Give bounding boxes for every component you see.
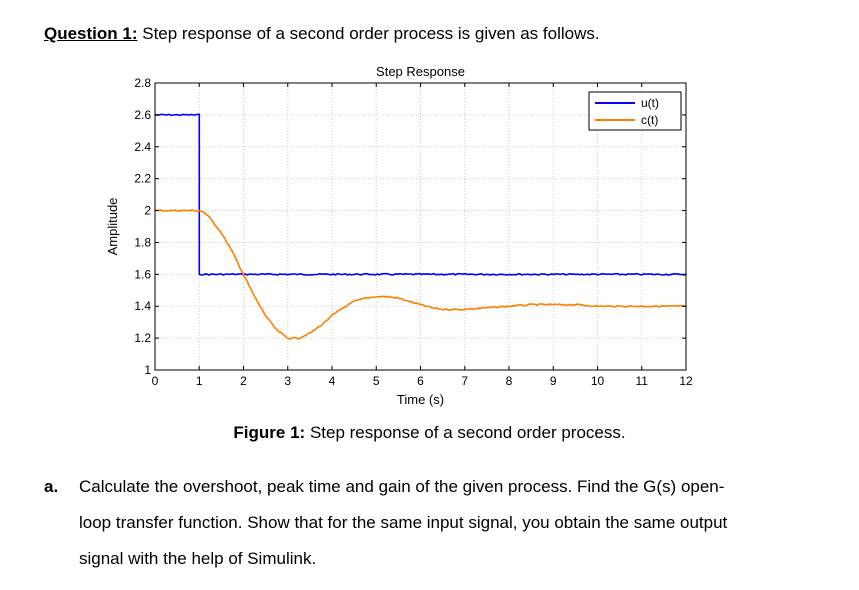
y-tick-label: 2.4 bbox=[134, 140, 151, 154]
legend-label: c(t) bbox=[641, 113, 658, 127]
x-tick-label: 2 bbox=[240, 374, 247, 388]
figure-caption-label: Figure 1: bbox=[233, 423, 306, 442]
y-tick-label: 1.8 bbox=[134, 235, 151, 249]
item-marker: a. bbox=[44, 477, 59, 496]
x-axis-label: Time (s) bbox=[397, 392, 444, 407]
x-tick-label: 6 bbox=[417, 374, 424, 388]
x-tick-label: 12 bbox=[679, 374, 693, 388]
question-label: Question 1: bbox=[44, 24, 138, 43]
chart-title: Step Response bbox=[376, 64, 465, 79]
figure-caption-text: Step response of a second order process. bbox=[305, 423, 626, 442]
x-tick-label: 0 bbox=[152, 374, 159, 388]
y-axis-label: Amplitude bbox=[105, 198, 120, 256]
y-tick-label: 2 bbox=[144, 204, 151, 218]
legend-box bbox=[588, 91, 682, 131]
y-tick-label: 1.6 bbox=[134, 267, 151, 281]
y-tick-label: 2.8 bbox=[134, 76, 151, 90]
x-tick-label: 4 bbox=[329, 374, 336, 388]
x-tick-label: 11 bbox=[636, 374, 649, 388]
legend-label: u(t) bbox=[641, 96, 659, 110]
x-tick-label: 7 bbox=[461, 374, 468, 388]
x-tick-label: 5 bbox=[373, 374, 380, 388]
y-tick-label: 1.2 bbox=[134, 331, 151, 345]
x-tick-label: 1 bbox=[196, 374, 203, 388]
question-heading: Question 1: Step response of a second or… bbox=[44, 24, 600, 44]
figure-caption: Figure 1: Step response of a second orde… bbox=[0, 423, 859, 443]
y-tick-label: 2.2 bbox=[134, 172, 151, 186]
item-text-line-2: loop transfer function. Show that for th… bbox=[79, 513, 728, 532]
item-text-line-1: Calculate the overshoot, peak time and g… bbox=[79, 477, 725, 496]
x-tick-label: 3 bbox=[284, 374, 291, 388]
x-tick-label: 9 bbox=[550, 374, 557, 388]
x-tick-label: 10 bbox=[591, 374, 605, 388]
y-tick-label: 1 bbox=[144, 363, 151, 377]
tick-layer: 0 1 2 3 4 5 6 7 8 9 10 11 1211.21.41.61.822.22.42.62… bbox=[134, 76, 693, 388]
step-response-figure: 0 1 2 3 4 5 6 7 8 9 10 11 12 1 1.2 1.4 1.6 1.8 2 2.2 2.4 2.6 2… bbox=[98, 55, 708, 410]
item-text-line-3: signal with the help of Simulink. bbox=[79, 549, 317, 568]
series-line-ut bbox=[155, 113, 687, 276]
x-tick-label: 8 bbox=[506, 374, 513, 388]
chart-legend: u(t) c(t) bbox=[588, 91, 682, 131]
y-tick-label: 2.6 bbox=[134, 108, 151, 122]
step-response-chart: 0 1 2 3 4 5 6 7 8 9 10 11 1211.21.41.61.822.22.42.62… bbox=[105, 64, 693, 407]
series-layer bbox=[154, 113, 687, 340]
question-text: Step response of a second order process … bbox=[137, 24, 600, 43]
y-tick-label: 1.4 bbox=[134, 299, 151, 313]
series-line-ct bbox=[154, 209, 687, 340]
